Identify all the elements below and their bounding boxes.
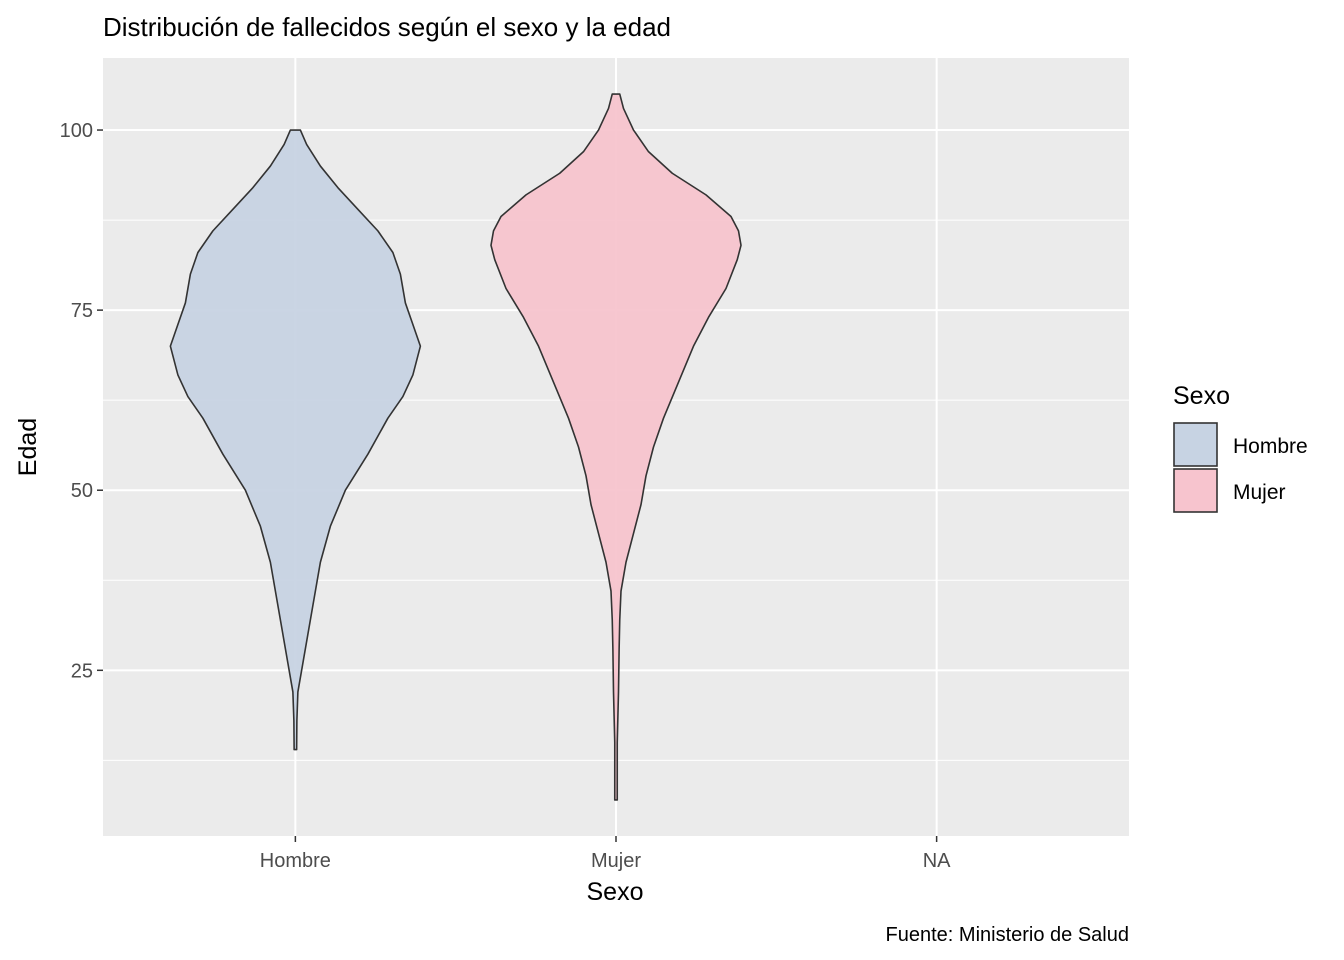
y-tick-label: 75 (71, 300, 93, 322)
violins (169, 93, 742, 801)
y-axis-title: Edad (14, 418, 42, 476)
violin-hombre (169, 129, 422, 751)
x-tick-label: NA (923, 850, 951, 872)
x-axis-ticks: Hombre Mujer NA (260, 836, 951, 872)
x-axis-title: Sexo (587, 878, 644, 906)
y-tick-label: 50 (71, 480, 93, 502)
y-tick-label: 100 (60, 120, 93, 142)
legend-key (1173, 468, 1218, 513)
legend-label: Hombre (1233, 435, 1308, 458)
x-tick-label: Mujer (591, 850, 641, 872)
violin-mujer (490, 93, 742, 801)
y-tick-label: 25 (71, 660, 93, 682)
chart-title: Distribución de fallecidos según el sexo… (103, 12, 671, 42)
legend-key (1173, 422, 1218, 467)
legend: Sexo Hombre Mujer (1173, 382, 1308, 513)
legend-label: Mujer (1233, 481, 1286, 504)
y-axis-ticks: 25 50 75 100 (60, 120, 103, 682)
x-tick-label: Hombre (260, 850, 331, 872)
chart-caption: Fuente: Ministerio de Salud (886, 924, 1129, 946)
legend-title: Sexo (1173, 382, 1230, 410)
